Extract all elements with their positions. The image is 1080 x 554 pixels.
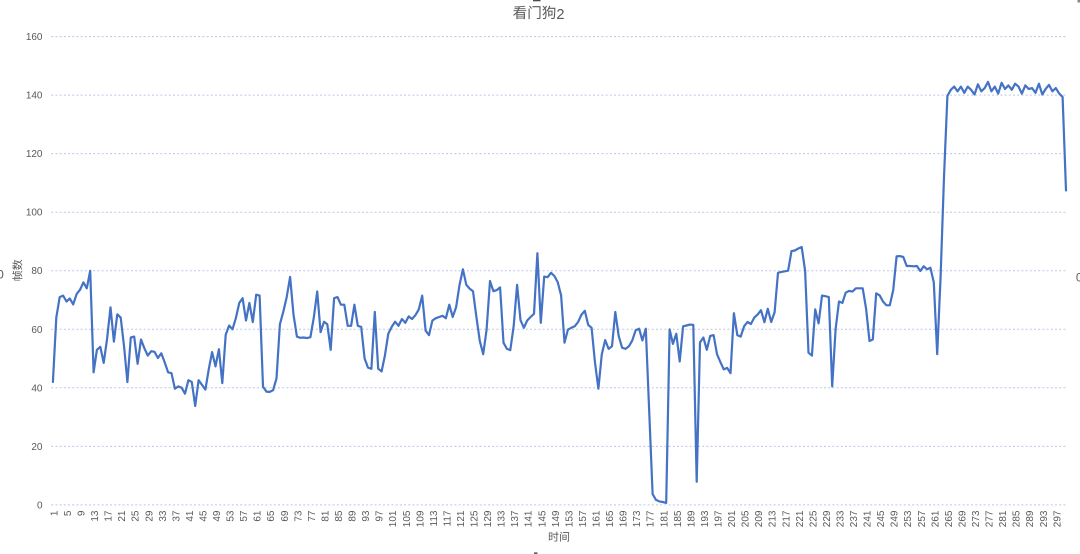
svg-text:253: 253 <box>903 510 914 527</box>
svg-text:173: 173 <box>632 510 643 527</box>
svg-text:229: 229 <box>822 510 833 527</box>
svg-text:65: 65 <box>266 510 277 522</box>
svg-text:105: 105 <box>402 510 413 527</box>
svg-text:45: 45 <box>199 510 210 522</box>
svg-text:100: 100 <box>26 208 43 219</box>
svg-text:37: 37 <box>171 510 182 522</box>
svg-text:257: 257 <box>917 510 928 527</box>
svg-text:141: 141 <box>524 510 535 527</box>
svg-text:277: 277 <box>985 510 996 527</box>
svg-text:153: 153 <box>564 510 575 527</box>
svg-text:77: 77 <box>307 510 318 522</box>
svg-text:181: 181 <box>659 510 670 527</box>
svg-text:0: 0 <box>37 500 43 511</box>
svg-text:289: 289 <box>1025 510 1036 527</box>
svg-text:113: 113 <box>429 510 440 526</box>
svg-text:269: 269 <box>957 510 968 527</box>
svg-text:209: 209 <box>754 510 765 527</box>
svg-text:2: 2 <box>556 7 564 23</box>
svg-text:189: 189 <box>686 510 697 527</box>
svg-text:160: 160 <box>26 32 43 43</box>
svg-text:145: 145 <box>537 510 548 527</box>
svg-text:20: 20 <box>31 442 43 453</box>
svg-text:117: 117 <box>442 510 453 526</box>
svg-text:237: 237 <box>849 510 860 527</box>
svg-text:281: 281 <box>998 510 1009 527</box>
svg-text:120: 120 <box>26 149 43 160</box>
svg-text:13: 13 <box>90 510 101 522</box>
svg-text:81: 81 <box>321 510 332 522</box>
svg-text:205: 205 <box>741 510 752 527</box>
svg-text:273: 273 <box>971 510 982 527</box>
svg-text:69: 69 <box>280 510 291 522</box>
svg-text:125: 125 <box>470 510 481 527</box>
svg-text:21: 21 <box>117 510 128 522</box>
svg-text:165: 165 <box>605 510 616 527</box>
svg-text:29: 29 <box>144 510 155 522</box>
svg-text:221: 221 <box>795 510 806 527</box>
svg-text:0: 0 <box>0 268 4 282</box>
svg-text:297: 297 <box>1052 510 1063 527</box>
svg-text:33: 33 <box>158 510 169 522</box>
svg-text:41: 41 <box>185 510 196 522</box>
svg-text:140: 140 <box>26 91 43 102</box>
svg-text:225: 225 <box>808 510 819 527</box>
svg-text:93: 93 <box>361 510 372 522</box>
svg-text:185: 185 <box>673 510 684 527</box>
svg-text:161: 161 <box>592 510 603 527</box>
svg-text:109: 109 <box>415 510 426 527</box>
svg-text:265: 265 <box>944 510 955 527</box>
svg-text:177: 177 <box>646 510 657 527</box>
svg-text:1: 1 <box>49 510 60 516</box>
svg-text:121: 121 <box>456 510 467 527</box>
svg-text:80: 80 <box>31 266 43 277</box>
svg-text:53: 53 <box>226 510 237 522</box>
svg-text:261: 261 <box>930 510 941 527</box>
svg-text:285: 285 <box>1012 510 1023 527</box>
svg-text:213: 213 <box>768 510 779 527</box>
svg-text:85: 85 <box>334 510 345 522</box>
svg-text:137: 137 <box>510 510 521 527</box>
svg-text:57: 57 <box>239 510 250 522</box>
svg-text:25: 25 <box>131 510 142 522</box>
svg-text:9: 9 <box>77 510 88 516</box>
svg-text:129: 129 <box>483 510 494 527</box>
svg-text:60: 60 <box>31 325 43 336</box>
svg-text:0: 0 <box>1076 270 1080 284</box>
svg-text:157: 157 <box>578 510 589 527</box>
svg-text:193: 193 <box>700 510 711 527</box>
svg-text:249: 249 <box>890 510 901 527</box>
svg-text:241: 241 <box>863 510 874 527</box>
svg-text:293: 293 <box>1039 510 1050 527</box>
svg-text:89: 89 <box>348 510 359 522</box>
svg-text:5: 5 <box>63 510 74 516</box>
svg-text:233: 233 <box>836 510 847 527</box>
svg-text:61: 61 <box>253 510 264 522</box>
svg-text:169: 169 <box>619 510 630 527</box>
svg-text:101: 101 <box>388 510 399 527</box>
svg-text:40: 40 <box>31 383 43 394</box>
svg-text:133: 133 <box>497 510 508 527</box>
svg-text:73: 73 <box>293 510 304 522</box>
svg-text:97: 97 <box>375 510 386 522</box>
svg-text:49: 49 <box>212 510 223 522</box>
svg-text:217: 217 <box>781 510 792 527</box>
svg-text:201: 201 <box>727 510 738 527</box>
svg-text:149: 149 <box>551 510 562 527</box>
svg-text:197: 197 <box>714 510 725 527</box>
svg-text:245: 245 <box>876 510 887 527</box>
svg-text:17: 17 <box>104 510 115 522</box>
